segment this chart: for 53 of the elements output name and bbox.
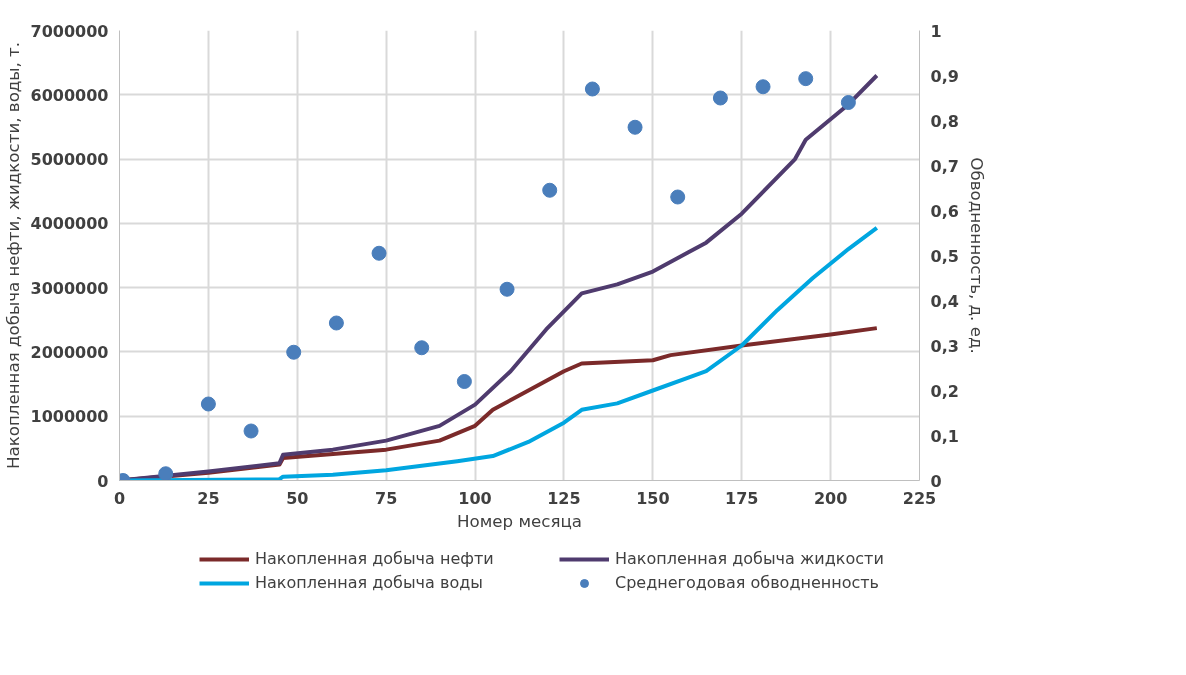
x-tick-label: 75 <box>375 488 398 508</box>
point <box>798 71 814 87</box>
y2-tick-label: 0,2 <box>930 381 959 401</box>
point <box>456 374 472 389</box>
x-tick-label: 100 <box>458 488 492 508</box>
point <box>712 90 728 106</box>
legend-label: Среднегодовая обводненность <box>615 573 881 592</box>
point <box>328 315 344 331</box>
x-tick-label: 0 <box>113 488 126 508</box>
y-tick-label: 2000000 <box>30 342 109 362</box>
y-tick-label: 5000000 <box>30 150 109 170</box>
point <box>670 189 686 205</box>
point <box>627 119 643 135</box>
y2-tick-label: 0,8 <box>930 111 959 131</box>
legend-label: Накопленная добыча жидкости <box>615 549 885 568</box>
y2-tick-label: 0,4 <box>930 291 959 311</box>
x-tick-label: 150 <box>636 488 670 508</box>
x-axis-title: Номер месяца <box>457 511 582 531</box>
point <box>542 182 558 198</box>
y2-tick-label: 0 <box>930 471 942 491</box>
x-tick-label: 200 <box>813 488 848 508</box>
point <box>286 344 302 360</box>
y2-tick-label: 0,5 <box>930 246 959 266</box>
y2-tick-label: 1 <box>930 21 942 41</box>
point <box>584 81 600 97</box>
y-tick-label: 1000000 <box>30 407 109 427</box>
legend-label: Накопленная добыча воды <box>255 573 484 592</box>
y2-tick-label: 0,1 <box>930 426 959 446</box>
y2-tick-label: 0,6 <box>930 201 959 221</box>
y2-axis-title: Обводненность, д. ед. <box>966 157 986 354</box>
point <box>243 423 259 439</box>
point <box>499 281 515 297</box>
x-tick-label: 125 <box>547 488 581 508</box>
y-tick-label: 0 <box>97 471 109 491</box>
y-tick-label: 6000000 <box>30 85 109 105</box>
y-axis-title: Накопленная добыча нефти, жидкости, воды, т. <box>3 41 23 470</box>
y-tick-label: 3000000 <box>30 278 109 298</box>
x-tick-label: 50 <box>286 488 309 508</box>
point <box>371 245 387 261</box>
y2-tick-label: 0,7 <box>930 156 959 176</box>
y2-tick-label: 0,3 <box>930 336 959 356</box>
point <box>200 396 216 412</box>
x-tick-label: 175 <box>725 488 759 508</box>
point <box>158 466 174 481</box>
y2-tick-label: 0,9 <box>930 66 959 86</box>
x-tick-label: 225 <box>902 488 937 508</box>
point <box>840 95 856 110</box>
y-tick-label: 7000000 <box>30 21 109 41</box>
x-tick-label: 25 <box>197 488 220 508</box>
point <box>414 340 430 356</box>
y-tick-label: 4000000 <box>30 214 109 234</box>
legend-label: Накопленная добыча нефти <box>255 549 495 568</box>
point <box>755 79 771 95</box>
